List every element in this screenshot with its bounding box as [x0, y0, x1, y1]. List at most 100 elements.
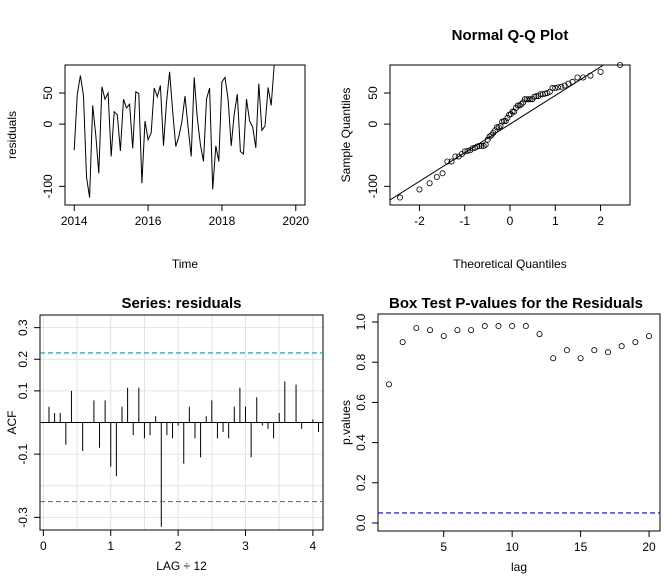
qq-point	[518, 101, 525, 108]
qq-point	[433, 173, 440, 180]
y-tick-label: 0.8	[354, 354, 368, 371]
y-axis-label: Sample Quantiles	[339, 88, 353, 183]
qq-point	[561, 82, 568, 89]
pvalue-point	[509, 323, 516, 330]
x-tick-label: 2	[597, 214, 604, 228]
qq-point	[537, 91, 544, 98]
x-tick-label: 20	[642, 540, 656, 554]
x-axis-label: Time	[172, 257, 199, 271]
y-tick-label: 0.6	[354, 394, 368, 411]
y-axis-label: residuals	[5, 111, 19, 159]
qq-reference-line	[390, 65, 605, 201]
y-tick-label: -0.3	[16, 507, 30, 528]
x-tick-label: 2	[175, 539, 182, 553]
normal-qq-plot: Normal Q-Q Plot -2 -1 0 1 2 -100 0 50 Theoretical…	[339, 27, 631, 271]
x-tick-label: 15	[574, 540, 588, 554]
x-tick-label: 2020	[282, 214, 309, 228]
x-tick-label: 2018	[209, 214, 236, 228]
y-tick-label: 0.3	[16, 319, 30, 336]
x-tick-label: 5	[440, 540, 447, 554]
qq-point	[523, 96, 530, 103]
qq-point	[616, 62, 623, 69]
pvalue-point	[413, 325, 420, 332]
qq-point	[461, 148, 468, 155]
x-tick-label: 0	[507, 214, 514, 228]
y-tick-label: 0	[366, 120, 380, 127]
qq-point	[482, 141, 489, 148]
pvalue-point	[427, 327, 434, 334]
y-tick-label: 0.0	[354, 514, 368, 531]
qq-point	[476, 142, 483, 149]
qq-point	[397, 194, 404, 201]
pvalue-point	[577, 355, 584, 362]
pvalue-point	[454, 327, 461, 334]
x-tick-label: -1	[459, 214, 470, 228]
chart-title: Box Test P-values for the Residuals	[389, 295, 643, 312]
qq-point	[555, 84, 562, 91]
qq-point	[587, 72, 594, 79]
pvalue-point	[646, 333, 653, 340]
pvalue-point	[385, 381, 392, 388]
residuals-series-line	[73, 64, 275, 198]
pvalue-point	[468, 327, 475, 334]
y-axis-label: p.values	[339, 400, 353, 445]
qq-point	[500, 118, 507, 125]
x-axis-label: Theoretical Quantiles	[453, 257, 566, 271]
qq-point	[514, 102, 521, 109]
x-tick-label: 3	[242, 539, 249, 553]
y-tick-label: 0	[41, 120, 55, 127]
plot-frame	[389, 64, 631, 206]
qq-point	[416, 186, 423, 193]
y-tick-label: 50	[366, 86, 380, 100]
y-tick-label: 0.4	[354, 434, 368, 451]
y-tick-label: 0.2	[16, 351, 30, 368]
x-tick-label: -2	[414, 214, 425, 228]
x-tick-label: 2014	[61, 214, 88, 228]
pvalue-point	[399, 339, 406, 346]
chart-title: Normal Q-Q Plot	[452, 27, 569, 44]
qq-point	[580, 74, 587, 81]
x-tick-label: 0	[40, 539, 47, 553]
qq-point	[493, 124, 500, 131]
qq-point	[552, 85, 559, 92]
qq-point	[484, 136, 491, 143]
qq-point	[525, 96, 532, 103]
x-tick-label: 1	[552, 214, 559, 228]
x-tick-label: 2016	[135, 214, 162, 228]
pvalue-point	[591, 347, 598, 354]
y-axis-label: ACF	[5, 411, 19, 435]
pvalue-point	[536, 331, 543, 338]
x-axis-label: LAG ÷ 12	[156, 559, 207, 573]
pvalue-point	[495, 323, 502, 330]
x-tick-label: 1	[107, 539, 114, 553]
pvalue-point	[522, 323, 529, 330]
qq-point	[569, 78, 576, 85]
qq-point	[574, 74, 581, 81]
qq-point	[426, 180, 433, 187]
y-tick-label: -0.1	[16, 443, 30, 464]
qq-point	[452, 153, 459, 160]
pvalue-point	[618, 343, 625, 350]
chart-title: Series: residuals	[121, 295, 241, 312]
x-axis-label: lag	[511, 560, 527, 574]
pvalue-point	[604, 349, 611, 356]
qq-point	[516, 102, 523, 109]
acf-plot: Series: residuals 0 1 2 3 4 -0.3 -0.1 0.1 0.2 0.3 L…	[5, 295, 324, 573]
qq-point	[504, 114, 511, 121]
qq-point	[520, 99, 527, 106]
qq-point	[495, 124, 502, 131]
qq-point	[444, 158, 451, 165]
qq-point	[597, 68, 604, 75]
qq-point	[439, 170, 446, 177]
y-tick-label: 0.2	[354, 474, 368, 491]
qq-point	[509, 108, 516, 115]
qq-point	[478, 142, 485, 149]
x-tick-label: 10	[505, 540, 519, 554]
qq-point	[558, 83, 565, 90]
y-tick-label: -100	[41, 174, 55, 198]
qq-point	[492, 127, 499, 134]
qq-point	[448, 158, 455, 165]
qq-point	[464, 147, 471, 154]
pvalue-point	[632, 339, 639, 346]
pvalue-point	[440, 333, 447, 340]
